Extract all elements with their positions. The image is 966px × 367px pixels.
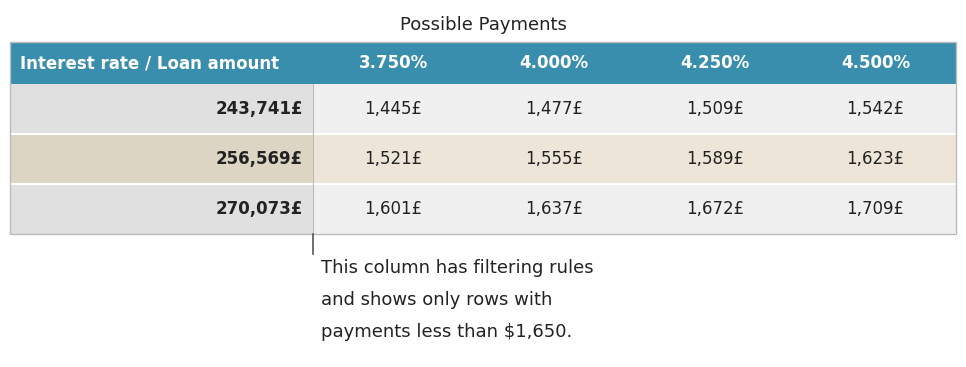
Text: 270,073£: 270,073£: [215, 200, 302, 218]
Text: This column has filtering rules
and shows only rows with
payments less than $1,6: This column has filtering rules and show…: [321, 259, 593, 341]
Text: 1,601£: 1,601£: [364, 200, 422, 218]
Text: 1,509£: 1,509£: [686, 100, 744, 118]
Bar: [10, 134, 313, 184]
Text: 1,623£: 1,623£: [846, 150, 905, 168]
Text: 4.000%: 4.000%: [520, 54, 588, 72]
Text: 1,445£: 1,445£: [364, 100, 422, 118]
Text: 4.500%: 4.500%: [841, 54, 910, 72]
Text: 4.250%: 4.250%: [680, 54, 750, 72]
Bar: [10, 42, 956, 234]
Text: Interest rate / Loan amount: Interest rate / Loan amount: [20, 54, 279, 72]
Text: 1,542£: 1,542£: [846, 100, 904, 118]
Text: 3.750%: 3.750%: [358, 54, 428, 72]
Text: 1,555£: 1,555£: [525, 150, 582, 168]
Text: 243,741£: 243,741£: [215, 100, 302, 118]
Bar: [10, 84, 313, 134]
Text: 1,477£: 1,477£: [525, 100, 582, 118]
Text: 1,672£: 1,672£: [686, 200, 744, 218]
Text: 1,521£: 1,521£: [364, 150, 422, 168]
Text: Possible Payments: Possible Payments: [400, 16, 566, 34]
Bar: [313, 134, 956, 184]
Bar: [313, 184, 956, 234]
Text: 1,637£: 1,637£: [525, 200, 583, 218]
Text: 1,589£: 1,589£: [686, 150, 744, 168]
Text: 256,569£: 256,569£: [215, 150, 302, 168]
Text: 1,709£: 1,709£: [846, 200, 904, 218]
Bar: [10, 184, 313, 234]
Bar: [313, 84, 956, 134]
Bar: [10, 42, 956, 84]
